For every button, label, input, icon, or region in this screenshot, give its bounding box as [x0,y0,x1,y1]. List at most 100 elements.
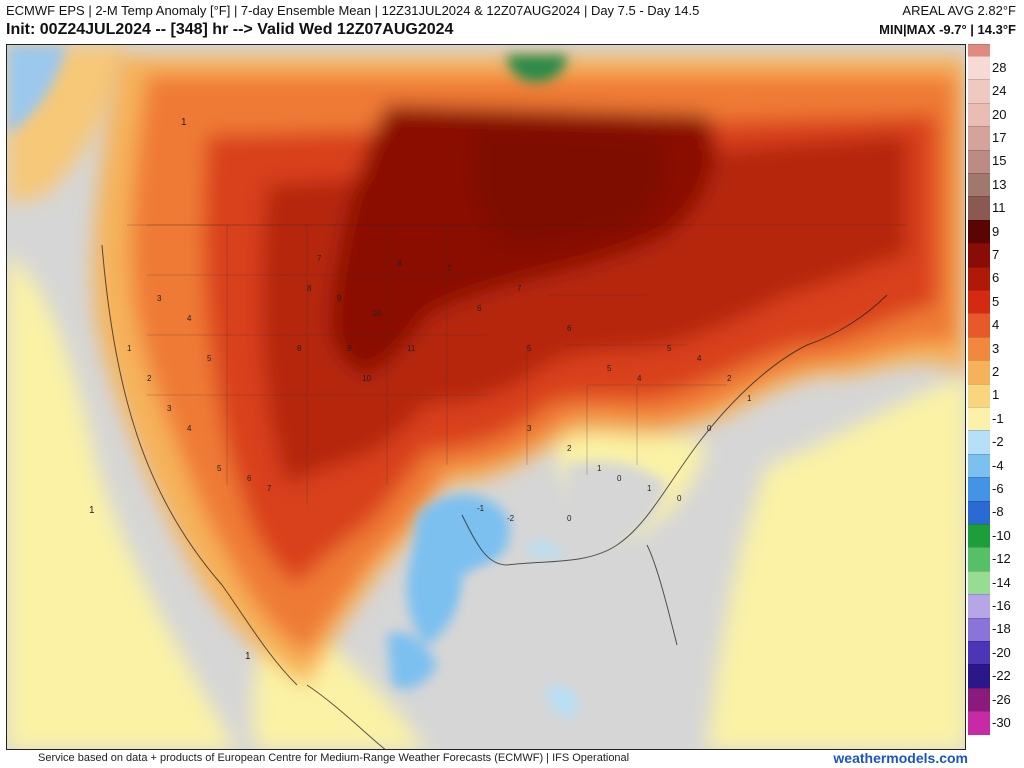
legend-swatch [968,336,990,361]
areal-average: AREAL AVG 2.82°F [902,3,1016,18]
legend-swatch [968,687,990,712]
station-value: 1 [127,344,132,353]
legend-label: 4 [992,317,1000,333]
station-value: 5 [207,354,212,363]
legend-top-swatch [968,44,990,58]
station-value: 5 [667,344,672,353]
station-value: 8 [297,344,302,353]
legend-swatch [968,243,990,267]
station-value: 7 [267,484,272,493]
station-value: 9 [337,294,342,303]
legend-swatch [968,430,990,454]
cool-arctic-zone [7,45,67,135]
legend-label: -18 [992,621,1011,637]
legend-swatch [968,617,990,641]
legend-label: 3 [992,340,1000,356]
legend-label: -8 [992,504,1004,520]
station-value: 2 [567,444,572,453]
station-value: 4 [637,374,642,383]
station-value: 5 [607,364,612,373]
legend-swatch [968,547,990,571]
station-value: 11 [407,344,416,353]
legend-swatch [968,313,990,337]
legend-swatch [968,383,990,407]
station-value: 3 [527,424,532,433]
station-value: 0 [567,514,572,523]
station-value: 7 [317,254,322,263]
legend-label: -10 [992,527,1011,543]
footer: Service based on data + products of Euro… [0,750,1024,768]
warm-anomaly-layers [93,55,965,685]
legend-label: 6 [992,270,1000,286]
legend-label: 1 [992,387,1000,403]
min-max: MIN|MAX -9.7° | 14.3°F [879,22,1016,37]
station-value: 8 [307,284,312,293]
legend-swatch [968,149,990,173]
legend-swatch [968,570,990,595]
legend-label: 7 [992,246,1000,262]
station-value: 8 [397,259,402,268]
legend-swatch [968,524,990,548]
station-value: 0 [617,474,622,483]
credit-text: Service based on data + products of Euro… [38,752,630,764]
legend-label: 24 [992,83,1007,99]
legend-label: 13 [992,176,1007,192]
legend-label: -26 [992,691,1011,707]
title-line-1: ECMWF EPS | 2-M Temp Anomaly [°F] | 7-da… [6,3,700,18]
legend-swatch [968,56,990,80]
station-value: 9 [347,344,352,353]
legend-swatch [968,360,990,384]
station-value: 6 [247,474,252,483]
station-value: 10 [372,309,381,318]
legend-swatch [968,711,990,735]
legend-swatch [968,641,990,665]
station-value: 5 [217,464,222,473]
legend-label: 28 [992,59,1007,75]
anomaly-map: 8 9 10 11 9 8 10 7 8 7 6 7 5 6 5 4 5 4 3 2 1 0 1 0 -1 -2 0 1 2 3 4 5 6 7 3… [6,44,966,750]
legend-label: -22 [992,668,1011,684]
station-value: 2 [147,374,152,383]
brand-link[interactable]: weathermodels.com [833,750,968,766]
station-value: 7 [517,284,522,293]
station-value: 0 [707,424,712,433]
header: ECMWF EPS | 2-M Temp Anomaly [°F] | 7-da… [0,0,1024,44]
station-value: 3 [167,404,172,413]
station-value: 1 [647,484,652,493]
station-value: 4 [187,314,192,323]
legend-label: 11 [992,200,1006,216]
legend-swatch [968,477,990,501]
legend-swatch [968,173,990,197]
legend-swatch [968,219,990,244]
station-value: 1 [597,464,602,473]
legend-label: -6 [992,480,1004,496]
legend-swatch [968,407,990,431]
legend-label: -16 [992,597,1011,613]
station-value: -2 [507,514,515,523]
legend-swatch [968,102,990,127]
station-value: 4 [187,424,192,433]
legend-label: -4 [992,457,1004,473]
legend-swatch [968,594,990,618]
contour-label: 1 [181,117,187,128]
station-value: 6 [567,324,572,333]
legend-swatch [968,79,990,103]
legend-label: 2 [992,363,1000,379]
legend-label: 9 [992,223,1000,239]
station-value: 3 [157,294,162,303]
legend-label: -12 [992,551,1011,567]
station-value: 0 [677,494,682,503]
station-value: 10 [362,374,371,383]
color-legend: 28 24 20 17 15 13 11 9 7 6 5 4 3 2 1 -1 -2 -4 -6 -8 -10 -12 -1… [968,44,1024,750]
title-line-2: Init: 00Z24JUL2024 -- [348] hr --> Valid… [6,21,454,38]
legend-label: 17 [992,129,1007,145]
legend-label: -14 [992,574,1011,590]
legend-swatch [968,196,990,220]
station-value: 6 [477,304,482,313]
contour-label: 1 [245,651,251,662]
station-value: 5 [527,344,532,353]
legend-label: -20 [992,644,1011,660]
legend-label: 5 [992,293,1000,309]
near-zero-zones [7,45,965,749]
coastlines [101,224,907,749]
map-canvas [7,45,965,749]
